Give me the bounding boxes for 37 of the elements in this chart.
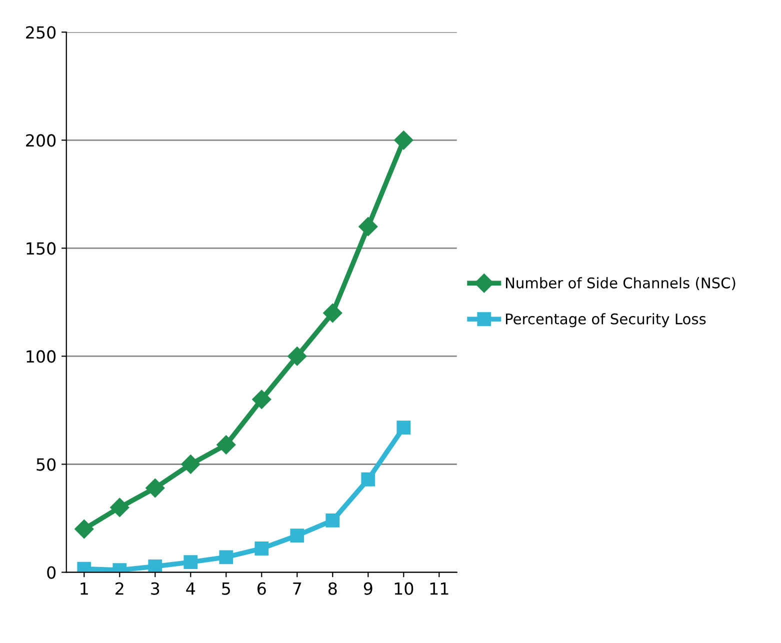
x-tick-label: 5 xyxy=(222,582,230,595)
point xyxy=(323,303,342,323)
x-tick-label: 8 xyxy=(328,582,337,595)
point xyxy=(326,513,340,528)
x-tick-label: 7 xyxy=(293,582,302,595)
y-tick-label: 50 xyxy=(36,458,56,471)
x-tick-label: 2 xyxy=(116,582,124,595)
x-tick-label: 3 xyxy=(151,582,160,595)
x-tick-label: 10 xyxy=(394,582,414,595)
x-tick-label: 11 xyxy=(430,582,448,595)
point xyxy=(181,454,200,474)
legend-label: Percentage of Security Loss xyxy=(506,313,706,328)
x-tick-label: 6 xyxy=(257,582,266,595)
y-tick-label: 100 xyxy=(26,350,56,363)
point xyxy=(110,498,130,517)
point xyxy=(184,555,198,570)
point xyxy=(74,520,94,539)
point xyxy=(216,435,236,454)
x-tick-label: 1 xyxy=(80,582,88,595)
point xyxy=(361,472,376,486)
y-tick-label: 250 xyxy=(26,26,56,39)
point xyxy=(394,130,414,150)
y-tick-label: 150 xyxy=(26,242,56,255)
point xyxy=(254,542,269,556)
point xyxy=(396,420,411,434)
point xyxy=(288,346,307,366)
y-tick-label: 200 xyxy=(26,134,56,147)
point xyxy=(146,478,165,498)
y-tick-label: 0 xyxy=(47,566,56,579)
legend-label: Number of Side Channels (NSC) xyxy=(506,277,736,290)
point xyxy=(148,559,162,572)
x-tick-label: 9 xyxy=(364,582,372,595)
point xyxy=(358,217,378,236)
point xyxy=(290,528,304,542)
point xyxy=(219,550,234,564)
x-tick-label: 4 xyxy=(186,582,195,595)
point xyxy=(252,390,272,409)
